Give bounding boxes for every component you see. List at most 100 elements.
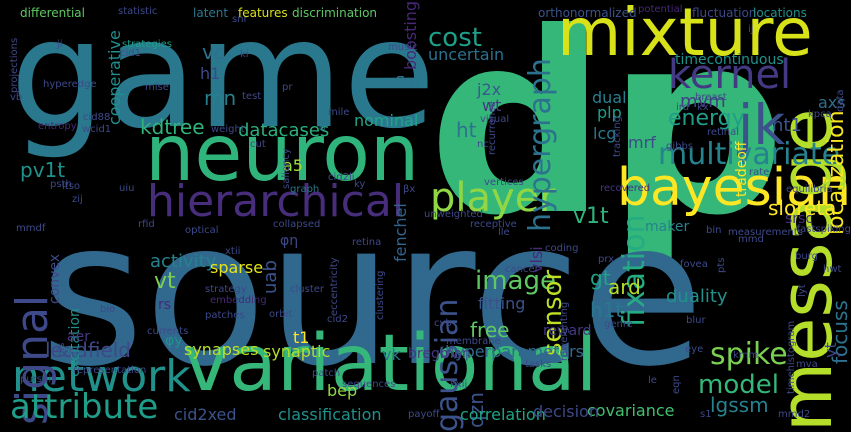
cloud-word: representation — [73, 365, 147, 376]
cloud-word: j2x — [477, 80, 502, 99]
cloud-word: v1t — [573, 204, 609, 229]
cloud-word: hyperedge — [43, 79, 97, 90]
cloud-word: sparse — [210, 258, 264, 277]
cloud-word: snr — [232, 14, 248, 25]
cloud-word: locations — [753, 6, 807, 20]
cloud-word: strategy — [205, 284, 247, 295]
cloud-word: potential — [638, 4, 683, 15]
cloud-word: bregman — [408, 346, 471, 362]
cloud-word: ij — [748, 24, 754, 35]
cloud-word: ht1 — [772, 115, 802, 136]
cloud-word: fastspiking — [796, 224, 851, 235]
cloud-word: test — [242, 91, 262, 102]
cloud-word: recovered — [600, 183, 651, 194]
cloud-word: dp — [428, 0, 786, 270]
cloud-word: φy — [165, 333, 183, 349]
cloud-word: fovea — [680, 259, 708, 270]
cloud-word: βx — [403, 184, 416, 195]
cloud-word: kdtree — [140, 115, 205, 139]
cloud-word: gibbs — [666, 141, 694, 152]
cloud-word: s1 — [700, 409, 712, 420]
cloud-word: ht — [456, 118, 477, 142]
cloud-word: reweighting — [559, 301, 570, 361]
cloud-word: embedding — [210, 295, 267, 306]
cloud-word: vt — [154, 269, 176, 294]
cloud-word: cost — [428, 23, 482, 53]
cloud-word: mmd2 — [778, 409, 811, 420]
cloud-word: bayesian — [617, 158, 851, 218]
cloud-word: sloreta — [768, 196, 837, 220]
cloud-word: mrf — [628, 133, 656, 152]
cloud-word: cooperative — [105, 30, 124, 125]
cloud-word: mvm — [680, 91, 726, 112]
cloud-word: tasks — [525, 359, 552, 370]
cloud-word: saliency — [281, 148, 292, 189]
cloud-word: kernel — [668, 52, 792, 98]
cloud-word: jk — [738, 93, 786, 157]
cloud-word: retina — [352, 237, 382, 248]
cloud-word: kxij — [450, 379, 468, 390]
cloud-word: bin — [706, 225, 722, 236]
cloud-word: mn — [204, 86, 237, 110]
cloud-word: cid2xed — [174, 405, 237, 424]
cloud-word: cluster — [290, 284, 325, 295]
cloud-word: model — [698, 370, 779, 400]
cloud-word: flat — [395, 73, 422, 92]
cloud-word: duality — [666, 286, 728, 307]
cloud-word: pts — [716, 257, 727, 273]
cloud-word: mmd — [738, 234, 764, 245]
cloud-word: currents — [147, 326, 189, 337]
cloud-word: yt — [821, 341, 840, 358]
cloud-word: convex — [47, 254, 63, 305]
cloud-word: plp — [597, 103, 622, 122]
cloud-word: mixture — [557, 0, 813, 71]
cloud-word: uab — [260, 259, 281, 294]
cloud-word: fenchel — [391, 202, 410, 262]
cloud-word: reward — [543, 323, 592, 339]
cloud-word: coding — [545, 243, 579, 254]
cloud-word: synaptic — [263, 342, 331, 361]
cloud-word: patch — [312, 368, 341, 379]
cloud-word: hypergraph — [523, 58, 558, 232]
cloud-word: blur — [686, 315, 706, 326]
cloud-word: srsc — [785, 211, 814, 227]
cloud-word: xtii — [225, 246, 241, 257]
cloud-word: projections — [9, 37, 20, 93]
cloud-word: genre — [604, 319, 633, 330]
cloud-word: eqn — [671, 374, 682, 394]
cloud-word: payoff — [408, 409, 440, 420]
cloud-word: pv1t — [20, 158, 66, 182]
cloud-word: orthonormalized — [538, 6, 637, 20]
cloud-word: decision — [533, 402, 599, 421]
cloud-word: axs — [818, 93, 846, 112]
cloud-word: le — [648, 375, 657, 386]
cloud-word: collapsed — [273, 219, 321, 230]
cloud-word: pr — [282, 82, 293, 93]
cloud-word: a5 — [283, 156, 303, 175]
cloud-word: lyt — [797, 283, 808, 297]
cloud-word: cvb — [434, 318, 452, 329]
cloud-word: uncertain — [428, 45, 505, 64]
cloud-word: ki — [240, 49, 249, 60]
cloud-word: features — [238, 6, 288, 20]
cloud-word: ird — [676, 102, 690, 113]
cloud-word: vertices — [484, 177, 524, 188]
cloud-word: retinal — [707, 127, 739, 138]
cloud-word: spike — [710, 337, 788, 372]
cloud-word: equilibria — [786, 184, 833, 195]
cloud-word: pls — [56, 342, 67, 357]
cloud-word: nominal — [354, 111, 419, 130]
cloud-word: discrimination — [292, 6, 378, 20]
cloud-word: timehistogram — [786, 320, 797, 394]
cloud-word: vc — [202, 40, 225, 64]
cloud-word: classification — [278, 405, 382, 424]
cloud-word: discriminative — [317, 60, 328, 131]
cloud-word: membrane — [446, 336, 501, 347]
cloud-word: covariance — [587, 401, 675, 420]
cloud-word: vb — [10, 92, 23, 103]
cloud-word: kx — [697, 102, 709, 113]
cloud-word: tradeoff — [734, 141, 750, 197]
cloud-word: rfid — [138, 219, 155, 230]
cloud-word: clustering — [375, 270, 386, 320]
cloud-word: game — [10, 0, 436, 162]
